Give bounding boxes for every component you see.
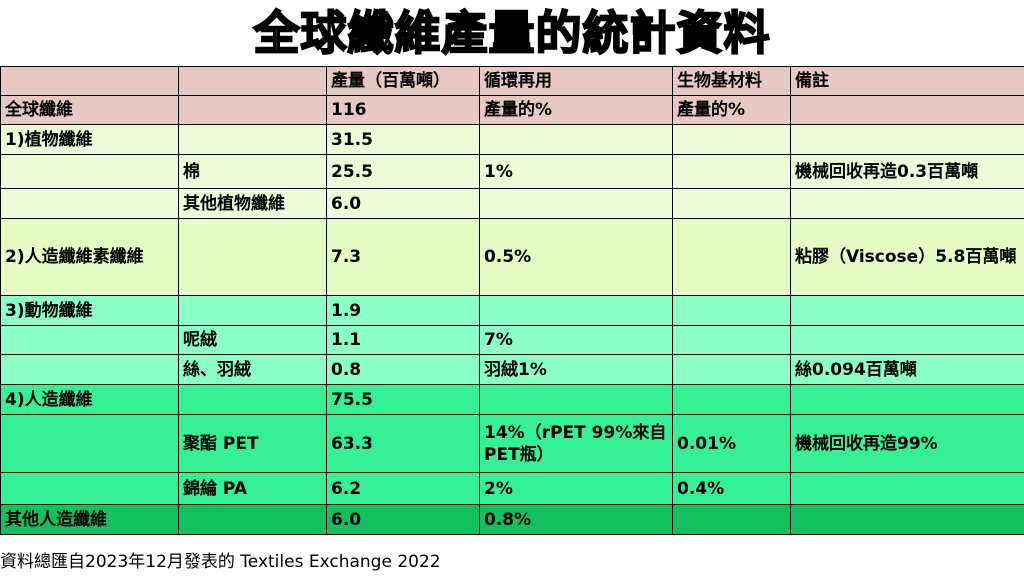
table-row-other-plant-fibers: 其他植物纖維 6.0 xyxy=(0,188,1024,219)
row-subcategory-cell xyxy=(178,295,327,326)
row-biobased-cell xyxy=(672,354,791,385)
header-cell-recycled: 循環再用 xyxy=(479,66,673,96)
row-subcategory-cell xyxy=(178,384,327,415)
table-row-polyamide: 錦綸 PA 6.2 2% 0.4% xyxy=(0,472,1024,505)
row-production-cell: 7.3 xyxy=(326,218,480,296)
row-production-cell: 75.5 xyxy=(326,384,480,415)
source-footnote: 資料總匯自2023年12月發表的 Textiles Exchange 2022 xyxy=(0,552,441,572)
table-header-row: 產量（百萬噸） 循環再用 生物基材料 備註 xyxy=(0,66,1024,96)
row-category-cell: 其他人造纖維 xyxy=(0,504,179,535)
row-recycled-cell xyxy=(479,124,673,155)
table-row-wool: 呢絨 1.1 7% xyxy=(0,325,1024,355)
row-notes-cell xyxy=(790,325,1024,355)
row-recycled-cell: 2% xyxy=(479,472,673,505)
row-notes-cell xyxy=(790,95,1024,125)
row-biobased-cell xyxy=(672,188,791,219)
row-recycled-cell: 0.8% xyxy=(479,504,673,535)
row-recycled-cell: 1% xyxy=(479,154,673,189)
header-cell-biobased: 生物基材料 xyxy=(672,66,791,96)
row-category-cell xyxy=(0,414,179,473)
row-recycled-cell: 產量的% xyxy=(479,95,673,125)
table-row-polyester: 聚酯 PET 63.3 14%（rPET 99%來自PET瓶） 0.01% 機械… xyxy=(0,414,1024,473)
row-notes-cell: 機械回收再造0.3百萬噸 xyxy=(790,154,1024,189)
row-notes-cell xyxy=(790,188,1024,219)
row-biobased-cell xyxy=(672,504,791,535)
row-biobased-cell xyxy=(672,218,791,296)
row-recycled-cell: 羽絨1% xyxy=(479,354,673,385)
row-notes-cell: 絲0.094百萬噸 xyxy=(790,354,1024,385)
row-recycled-cell xyxy=(479,384,673,415)
header-cell-subcategory xyxy=(178,66,327,96)
table-row-animal-fibers: 3)動物纖維 1.9 xyxy=(0,295,1024,326)
row-production-cell: 63.3 xyxy=(326,414,480,473)
row-category-cell xyxy=(0,354,179,385)
row-production-cell: 116 xyxy=(326,95,480,125)
fiber-statistics-table: 產量（百萬噸） 循環再用 生物基材料 備註 全球纖維 116 產量的% 產量的%… xyxy=(0,66,1024,535)
row-production-cell: 6.0 xyxy=(326,188,480,219)
row-category-cell: 3)動物纖維 xyxy=(0,295,179,326)
row-production-cell: 25.5 xyxy=(326,154,480,189)
row-category-cell xyxy=(0,154,179,189)
row-category-cell: 全球纖維 xyxy=(0,95,179,125)
row-notes-cell xyxy=(790,295,1024,326)
row-notes-cell xyxy=(790,124,1024,155)
row-production-cell: 0.8 xyxy=(326,354,480,385)
table-row-silk-down: 絲、羽絨 0.8 羽絨1% 絲0.094百萬噸 xyxy=(0,354,1024,385)
row-notes-cell: 粘膠（Viscose）5.8百萬噸 xyxy=(790,218,1024,296)
row-notes-cell xyxy=(790,472,1024,505)
row-category-cell xyxy=(0,472,179,505)
table-row-other-synthetic: 其他人造纖維 6.0 0.8% xyxy=(0,504,1024,535)
row-biobased-cell: 0.01% xyxy=(672,414,791,473)
row-biobased-cell: 產量的% xyxy=(672,95,791,125)
row-subcategory-cell xyxy=(178,218,327,296)
row-biobased-cell xyxy=(672,295,791,326)
row-subcategory-cell: 錦綸 PA xyxy=(178,472,327,505)
row-production-cell: 1.9 xyxy=(326,295,480,326)
row-category-cell xyxy=(0,325,179,355)
row-subcategory-cell: 聚酯 PET xyxy=(178,414,327,473)
header-cell-production: 產量（百萬噸） xyxy=(326,66,480,96)
row-subcategory-cell: 棉 xyxy=(178,154,327,189)
row-biobased-cell xyxy=(672,154,791,189)
row-subcategory-cell xyxy=(178,504,327,535)
row-category-cell xyxy=(0,188,179,219)
row-recycled-cell xyxy=(479,295,673,326)
row-recycled-cell: 14%（rPET 99%來自PET瓶） xyxy=(479,414,673,473)
table-row-cotton: 棉 25.5 1% 機械回收再造0.3百萬噸 xyxy=(0,154,1024,189)
row-recycled-cell: 0.5% xyxy=(479,218,673,296)
row-category-cell: 1)植物纖維 xyxy=(0,124,179,155)
row-subcategory-cell: 絲、羽絨 xyxy=(178,354,327,385)
header-cell-category xyxy=(0,66,179,96)
row-subcategory-cell xyxy=(178,95,327,125)
table-row-man-made-cellulosic: 2)人造纖維素纖維 7.3 0.5% 粘膠（Viscose）5.8百萬噸 xyxy=(0,218,1024,296)
row-subcategory-cell: 呢絨 xyxy=(178,325,327,355)
row-production-cell: 6.2 xyxy=(326,472,480,505)
row-recycled-cell xyxy=(479,188,673,219)
row-production-cell: 6.0 xyxy=(326,504,480,535)
row-production-cell: 31.5 xyxy=(326,124,480,155)
header-cell-notes: 備註 xyxy=(790,66,1024,96)
row-subcategory-cell: 其他植物纖維 xyxy=(178,188,327,219)
row-biobased-cell xyxy=(672,384,791,415)
row-category-cell: 4)人造纖維 xyxy=(0,384,179,415)
row-notes-cell: 機械回收再造99% xyxy=(790,414,1024,473)
page-title: 全球纖維產量的統計資料 xyxy=(253,5,771,61)
row-subcategory-cell xyxy=(178,124,327,155)
row-notes-cell xyxy=(790,504,1024,535)
table-row-synthetic-fibers: 4)人造纖維 75.5 xyxy=(0,384,1024,415)
row-biobased-cell: 0.4% xyxy=(672,472,791,505)
table-row-plant-fibers: 1)植物纖維 31.5 xyxy=(0,124,1024,155)
row-notes-cell xyxy=(790,384,1024,415)
row-biobased-cell xyxy=(672,325,791,355)
row-category-cell: 2)人造纖維素纖維 xyxy=(0,218,179,296)
table-row-global: 全球纖維 116 產量的% 產量的% xyxy=(0,95,1024,125)
row-recycled-cell: 7% xyxy=(479,325,673,355)
row-biobased-cell xyxy=(672,124,791,155)
row-production-cell: 1.1 xyxy=(326,325,480,355)
